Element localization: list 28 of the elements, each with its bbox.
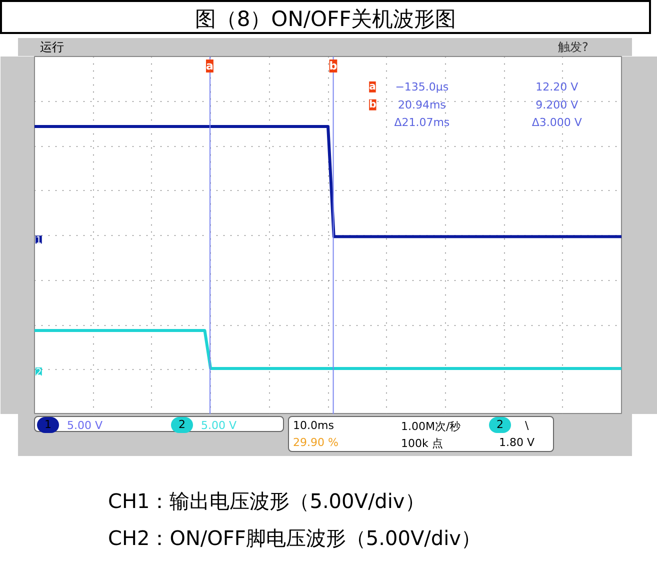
text: 1: [36, 236, 42, 247]
text: a: [369, 81, 376, 92]
text: 2: [36, 368, 42, 379]
text: CH2：ON/OFF脚电压波形（5.00V/div）: [108, 525, 481, 552]
chart-title: 图（8）ON/OFF关机波形图: [0, 0, 651, 34]
text: 100k 点: [401, 436, 443, 451]
text: 9.200 V: [536, 98, 579, 112]
text: 2: [178, 418, 186, 431]
text: a: [206, 60, 214, 72]
text: CH1：输出电压波形（5.00V/div）: [108, 488, 426, 515]
text: 1.00M次/秒: [401, 419, 461, 434]
text: 1.80 V: [499, 436, 535, 449]
text: 1: [44, 418, 52, 431]
text: 5.00 V: [67, 419, 103, 432]
text: 20.94ms: [398, 98, 446, 112]
text: 2: [496, 418, 504, 431]
text: 运行: [40, 39, 64, 56]
text: 10.0ms: [293, 419, 334, 432]
text: −135.0µs: [395, 80, 449, 94]
text: 12.20 V: [536, 80, 579, 94]
annotation: Δ21.07ms: [394, 116, 450, 130]
text: 触发?: [558, 39, 588, 56]
annotation: Δ3.000 V: [532, 116, 582, 130]
text: 29.90 %: [293, 436, 338, 449]
text: b: [329, 60, 338, 72]
text: \: [525, 419, 529, 432]
text: b: [369, 99, 376, 110]
text: 5.00 V: [201, 419, 237, 432]
